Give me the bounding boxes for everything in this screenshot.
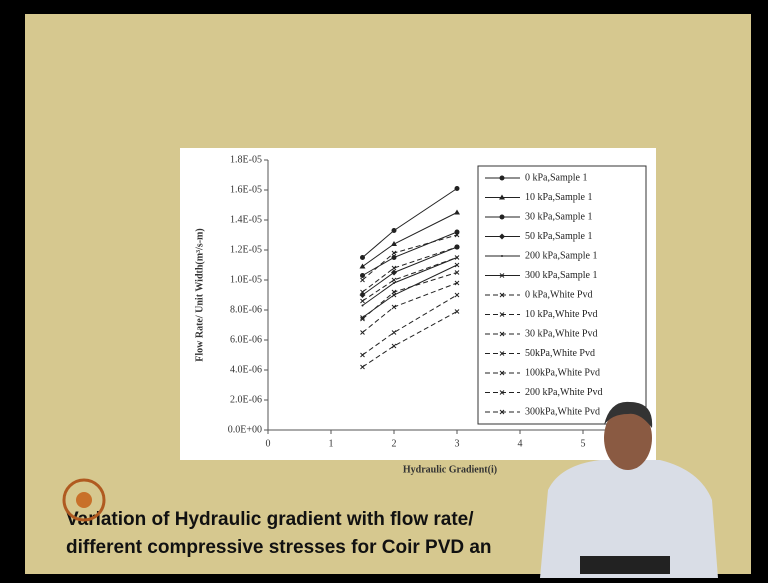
marker	[391, 343, 397, 349]
marker	[360, 330, 365, 335]
marker	[454, 186, 460, 191]
legend-marker	[499, 312, 505, 317]
legend-marker	[499, 351, 505, 356]
marker	[454, 309, 460, 314]
legend-marker	[499, 194, 505, 200]
legend-marker	[499, 409, 505, 415]
legend-label: 100kPa,White Pvd	[525, 367, 600, 378]
legend-marker	[499, 390, 505, 395]
x-axis-label: Hydraulic Gradient(i)	[403, 464, 497, 475]
logo-core	[76, 492, 92, 508]
legend-marker	[499, 292, 505, 298]
marker	[391, 330, 397, 335]
marker	[360, 255, 365, 260]
series-line	[362, 257, 458, 302]
presenter-head	[604, 406, 652, 470]
marker	[454, 232, 460, 238]
laptop	[580, 556, 670, 574]
marker	[360, 352, 365, 358]
legend-marker	[499, 331, 505, 337]
y-tick-label: 2.0E-06	[230, 394, 262, 405]
marker	[391, 269, 397, 276]
marker	[360, 364, 365, 370]
legend-label: 300kPa,White Pvd	[525, 406, 600, 417]
legend-label: 10 kPa,Sample 1	[525, 192, 593, 203]
caption-line: Variation of Hydraulic gradient with flo…	[66, 509, 474, 530]
marker	[454, 244, 460, 250]
legend-marker	[501, 255, 503, 257]
marker	[391, 250, 397, 256]
x-tick-label: 3	[455, 438, 460, 449]
legend-label: 300 kPa,Sample 1	[525, 270, 598, 281]
marker	[454, 280, 460, 286]
marker	[359, 263, 366, 269]
marker	[360, 298, 365, 304]
series-line	[362, 294, 458, 356]
legend-marker	[499, 214, 505, 220]
marker	[454, 262, 460, 268]
presenter-hair	[604, 401, 653, 428]
y-tick-label: 1.8E-05	[230, 154, 262, 165]
legend-label: 50kPa,White Pvd	[525, 348, 595, 359]
y-tick-label: 6.0E-06	[230, 334, 262, 345]
marker	[360, 316, 365, 322]
marker	[391, 241, 397, 246]
marker	[454, 209, 460, 215]
legend-label: 30 kPa,Sample 1	[525, 211, 593, 222]
x-tick-label: 2	[392, 438, 397, 449]
legend-label: 10 kPa,White Pvd	[525, 309, 598, 320]
y-tick-label: 8.0E-06	[230, 304, 262, 315]
y-tick-label: 0.0E+00	[228, 424, 262, 435]
marker	[454, 292, 460, 298]
marker	[360, 277, 365, 283]
x-tick-label: 1	[329, 438, 334, 449]
logo-ring	[62, 478, 106, 522]
marker	[361, 304, 364, 307]
legend-marker	[499, 175, 505, 181]
caption-line: different compressive stresses for Coir …	[66, 537, 492, 558]
x-tick-label: 5	[581, 438, 586, 449]
legend-label: 0 kPa,Sample 1	[525, 172, 588, 183]
marker	[391, 304, 397, 310]
logo	[62, 478, 106, 522]
presenter	[540, 401, 718, 578]
presenter-shirt	[540, 460, 718, 578]
legend-marker	[499, 370, 505, 376]
y-tick-label: 1.2E-05	[230, 244, 262, 255]
y-tick-label: 1.6E-05	[230, 184, 262, 195]
marker	[391, 265, 397, 271]
legend-label: 0 kPa,White Pvd	[525, 289, 593, 300]
legend-marker	[499, 273, 505, 278]
marker	[360, 289, 365, 295]
x-tick-label: 4	[518, 438, 523, 449]
marker	[391, 255, 397, 260]
marker	[391, 277, 397, 283]
y-tick-label: 1.0E-05	[230, 274, 262, 285]
series-line	[362, 246, 458, 293]
legend-label: 30 kPa,White Pvd	[525, 328, 598, 339]
y-tick-label: 1.4E-05	[230, 214, 262, 225]
legend-label: 50 kPa,Sample 1	[525, 231, 593, 242]
legend-label: 200 kPa,Sample 1	[525, 250, 598, 261]
marker	[360, 273, 365, 278]
marker	[391, 289, 397, 295]
marker	[360, 315, 365, 320]
x-tick-label: 0	[266, 438, 271, 449]
series-line	[362, 311, 458, 368]
marker	[454, 255, 460, 260]
legend-label: 200 kPa,White Pvd	[525, 387, 603, 398]
marker	[391, 228, 397, 233]
marker	[393, 282, 395, 284]
legend-marker	[499, 233, 505, 240]
y-tick-label: 4.0E-06	[230, 364, 262, 375]
marker	[454, 270, 460, 275]
y-axis-label: Flow Rate/ Unit Width(m³/s-m)	[194, 228, 205, 361]
